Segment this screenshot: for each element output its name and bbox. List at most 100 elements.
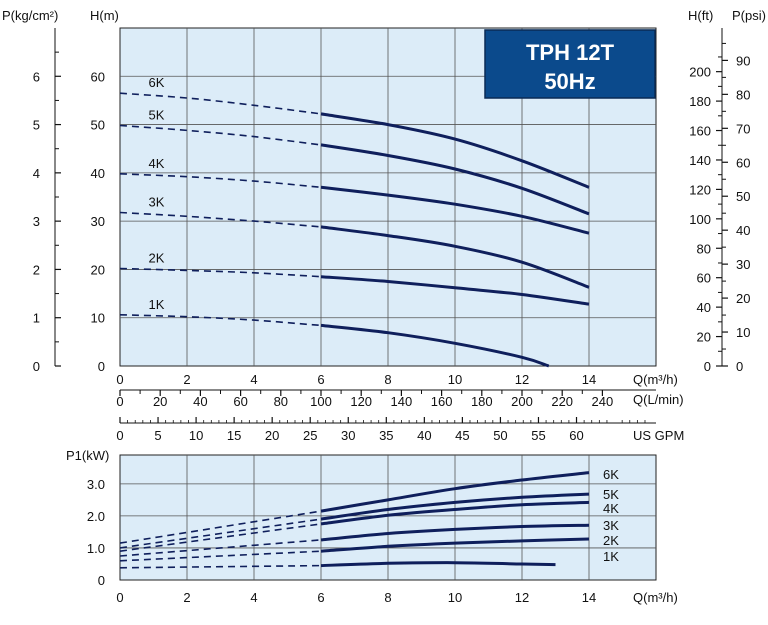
frequency: 50Hz [544, 69, 595, 94]
flow-tick-label: 0 [116, 372, 123, 387]
pressure-axis-label: P(kg/cm²) [2, 8, 58, 23]
lmin-tick-label: 120 [350, 394, 372, 409]
flow-tick-label: 4 [250, 372, 257, 387]
head-tick-label: 30 [91, 214, 105, 229]
flow-lmin-label: Q(L/min) [633, 392, 684, 407]
psi-tick-label: 60 [736, 155, 750, 170]
power-flow-tick-label: 6 [317, 590, 324, 605]
head-tick-label: 0 [98, 359, 105, 374]
gpm-tick-label: 30 [341, 428, 355, 443]
gpm-tick-label: 15 [227, 428, 241, 443]
hft-tick-label: 160 [689, 124, 711, 139]
curve-6K [320, 112, 590, 189]
power-flow-tick-label: 4 [250, 590, 257, 605]
series-label-3K: 3K [603, 518, 619, 533]
flow-tick-label: 2 [183, 372, 190, 387]
head-axis-label: H(m) [90, 8, 119, 23]
psi-tick-label: 90 [736, 53, 750, 68]
series-label-4K: 4K [148, 156, 164, 171]
flow-gpm-axis: 0 5 10 15 20 25 30 35 40 45 50 55 60 [116, 417, 656, 443]
hft-axis-label: H(ft) [688, 8, 713, 23]
hft-tick-label: 80 [697, 241, 711, 256]
gpm-tick-label: 60 [569, 428, 583, 443]
lmin-tick-label: 60 [233, 394, 247, 409]
gpm-tick-label: 35 [379, 428, 393, 443]
series-label-5K: 5K [603, 487, 619, 502]
psi-tick-label: 30 [736, 257, 750, 272]
power-tick-label: 1.0 [87, 541, 105, 556]
lmin-tick-label: 200 [511, 394, 533, 409]
flow-tick-label: 6 [317, 372, 324, 387]
head-tick-label: 50 [91, 118, 105, 133]
curve-2K [320, 537, 590, 553]
flow-lmin-axis: 0 20 40 60 80 100 120 140 160 180 200 220 240 [116, 389, 656, 409]
series-label-1K: 1K [603, 549, 619, 564]
psi-tick-label: 10 [736, 325, 750, 340]
curve-dashed-3K [119, 211, 322, 228]
curve-6K [320, 471, 590, 513]
pressure-tick-label: 4 [33, 166, 40, 181]
psi-tick-label: 80 [736, 87, 750, 102]
head-axis: 0 10 20 30 40 50 60 [91, 69, 105, 374]
series-label-6K: 6K [148, 75, 164, 90]
hft-tick-label: 20 [697, 330, 711, 345]
gpm-tick-label: 5 [154, 428, 161, 443]
gpm-tick-label: 40 [417, 428, 431, 443]
curve-dashed-2K [119, 550, 322, 562]
curve-5K [320, 492, 590, 521]
power-flow-tick-label: 12 [515, 590, 529, 605]
power-tick-label: 3.0 [87, 477, 105, 492]
head-tick-label: 40 [91, 166, 105, 181]
series-label-4K: 4K [603, 501, 619, 516]
curve-dashed-5K [119, 124, 322, 146]
head-tick-label: 10 [91, 311, 105, 326]
gpm-tick-label: 25 [303, 428, 317, 443]
curve-2K [320, 275, 590, 306]
pressure-tick-label: 0 [33, 359, 40, 374]
series-label-2K: 2K [148, 250, 164, 265]
lmin-tick-label: 80 [274, 394, 288, 409]
gpm-tick-label: 20 [265, 428, 279, 443]
series-label-1K: 1K [148, 297, 164, 312]
series-label-6K: 6K [603, 467, 619, 482]
curve-dashed-1K [119, 314, 322, 327]
model-badge: TPH 12T 50Hz [484, 29, 656, 99]
flow-tick-label: 8 [384, 372, 391, 387]
curve-4K [320, 185, 590, 235]
psi-tick-label: 50 [736, 189, 750, 204]
hft-tick-label: 100 [689, 212, 711, 227]
power-axis: 0 1.0 2.0 3.0 [87, 477, 105, 588]
psi-tick-label: 40 [736, 223, 750, 238]
power-grid [120, 455, 656, 580]
hft-tick-label: 180 [689, 94, 711, 109]
psi-tick-label: 0 [736, 359, 743, 374]
hft-tick-label: 0 [704, 359, 711, 374]
psi-tick-label: 70 [736, 121, 750, 136]
lmin-tick-label: 160 [431, 394, 453, 409]
series-label-2K: 2K [603, 533, 619, 548]
curve-1K [320, 561, 556, 568]
curve-dashed-5K [119, 518, 322, 549]
head-grid [120, 28, 656, 366]
lmin-tick-label: 180 [471, 394, 493, 409]
hft-tick-label: 200 [689, 65, 711, 80]
power-flow-label: Q(m³/h) [633, 590, 678, 605]
psi-axis-label: P(psi) [732, 8, 766, 23]
flow-tick-label: 10 [448, 372, 462, 387]
gpm-tick-label: 10 [189, 428, 203, 443]
pressure-tick-label: 1 [33, 311, 40, 326]
pressure-tick-label: 6 [33, 69, 40, 84]
curve-3K [320, 225, 590, 289]
psi-tick-label: 20 [736, 291, 750, 306]
curve-3K [320, 523, 590, 542]
flow-gpm-label: US GPM [633, 428, 684, 443]
curve-dashed-6K [119, 92, 322, 115]
flow-m3h-axis: 0 2 4 6 8 10 12 14 [116, 372, 596, 387]
flow-tick-label: 14 [582, 372, 596, 387]
power-tick-label: 0 [98, 573, 105, 588]
lmin-tick-label: 0 [116, 394, 123, 409]
power-flow-tick-label: 10 [448, 590, 462, 605]
gpm-tick-label: 55 [531, 428, 545, 443]
pressure-tick-label: 2 [33, 262, 40, 277]
curve-1K [320, 323, 550, 368]
